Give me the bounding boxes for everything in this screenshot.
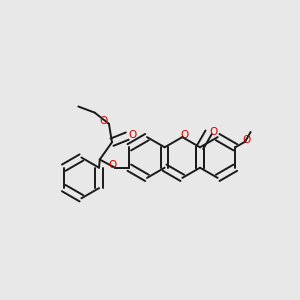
Text: O: O: [242, 135, 251, 145]
Text: O: O: [99, 116, 108, 126]
Text: O: O: [181, 130, 189, 140]
Text: O: O: [129, 130, 137, 140]
Text: O: O: [108, 160, 116, 170]
Text: O: O: [209, 127, 217, 137]
